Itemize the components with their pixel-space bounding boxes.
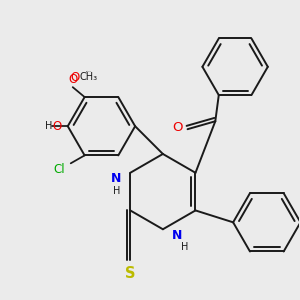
Text: O: O — [68, 73, 77, 86]
Text: S: S — [125, 266, 136, 281]
Text: methoxy: methoxy — [85, 71, 92, 72]
Text: H: H — [113, 186, 120, 196]
Text: Cl: Cl — [53, 163, 65, 176]
Text: O: O — [52, 120, 61, 133]
Text: H: H — [181, 242, 188, 252]
Text: N: N — [172, 229, 182, 242]
Text: CH₃: CH₃ — [80, 72, 98, 82]
Text: H: H — [44, 121, 52, 131]
Text: O: O — [172, 121, 183, 134]
Text: N: N — [111, 172, 122, 185]
Text: O: O — [70, 71, 80, 84]
